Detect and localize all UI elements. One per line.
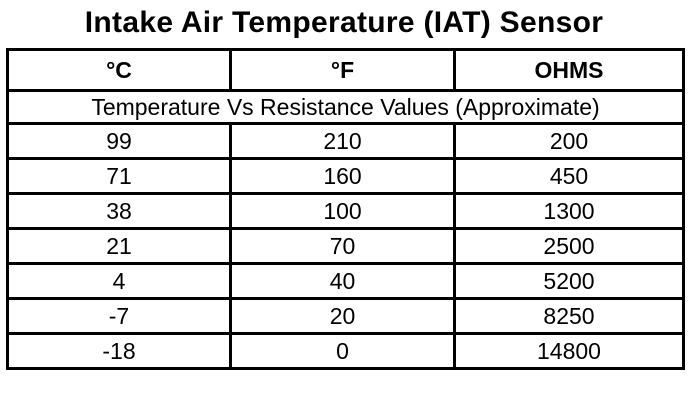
resistance-table: °C °F OHMS Temperature Vs Resistance Value…: [6, 48, 685, 370]
table-body: Temperature Vs Resistance Values (Approx…: [6, 89, 685, 370]
cell: 210: [229, 122, 456, 160]
cell: 0: [229, 332, 456, 370]
header-row: °C °F OHMS: [6, 48, 685, 92]
cell: 38: [6, 192, 232, 230]
cell: 5200: [453, 262, 685, 300]
cell: 40: [229, 262, 456, 300]
title: Intake Air Temperature (IAT) Sensor: [84, 6, 604, 39]
cell: -18: [6, 332, 232, 370]
table-row: -7 20 8250: [6, 297, 685, 335]
caption: Temperature Vs Resistance Values (Approx…: [6, 89, 685, 125]
table-header: °C °F OHMS: [6, 48, 685, 92]
cell: 8250: [453, 297, 685, 335]
caption-row: Temperature Vs Resistance Values (Approx…: [6, 89, 685, 125]
cell: 450: [453, 157, 685, 195]
cell: 71: [6, 157, 232, 195]
table-row: 38 100 1300: [6, 192, 685, 230]
cell: 21: [6, 227, 232, 265]
cell: -7: [6, 297, 232, 335]
table-row: 4 40 5200: [6, 262, 685, 300]
cell: 70: [229, 227, 456, 265]
cell: 14800: [453, 332, 685, 370]
table-row: -18 0 14800: [6, 332, 685, 370]
column-header: OHMS: [453, 48, 685, 92]
cell: 20: [229, 297, 456, 335]
table-row: 99 210 200: [6, 122, 685, 160]
cell: 1300: [453, 192, 685, 230]
cell: 99: [6, 122, 232, 160]
cell: 4: [6, 262, 232, 300]
column-header: °F: [229, 48, 456, 92]
table-row: 71 160 450: [6, 157, 685, 195]
cell: 160: [229, 157, 456, 195]
table-row: 21 70 2500: [6, 227, 685, 265]
cell: 2500: [453, 227, 685, 265]
cell: 100: [229, 192, 456, 230]
column-header: °C: [6, 48, 232, 92]
cell: 200: [453, 122, 685, 160]
